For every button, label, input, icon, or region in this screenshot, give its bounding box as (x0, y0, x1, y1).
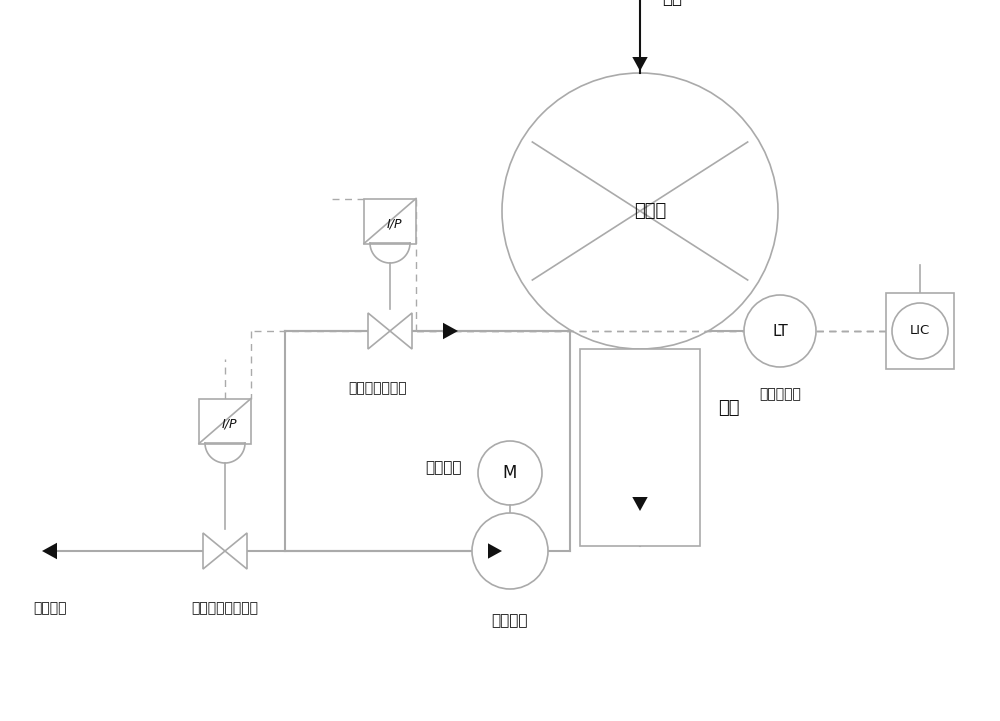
Polygon shape (632, 497, 648, 511)
Circle shape (744, 295, 816, 367)
Circle shape (472, 513, 548, 589)
Polygon shape (488, 544, 502, 559)
Text: 凝结水泵: 凝结水泵 (492, 613, 528, 628)
Circle shape (892, 303, 948, 359)
Text: 普通电机: 普通电机 (426, 461, 462, 476)
Polygon shape (632, 57, 648, 71)
Text: 凝结水主管调节阀: 凝结水主管调节阀 (192, 601, 258, 615)
Text: I/P: I/P (386, 218, 402, 231)
Polygon shape (203, 533, 225, 569)
Polygon shape (42, 543, 57, 559)
Polygon shape (443, 323, 458, 340)
Text: 液位变送器: 液位变送器 (759, 387, 801, 401)
Text: LT: LT (772, 324, 788, 338)
Bar (886, 293, 954, 369)
Text: I/P: I/P (221, 417, 237, 430)
Text: 凝汽器: 凝汽器 (634, 202, 666, 220)
Text: 热井: 热井 (718, 399, 740, 417)
Text: 乏汽: 乏汽 (662, 0, 682, 7)
Bar (199, 399, 251, 443)
Text: 再循环管调节阀: 再循环管调节阀 (349, 381, 407, 395)
Text: 去除氧器: 去除氧器 (33, 601, 66, 615)
Polygon shape (368, 313, 390, 349)
Circle shape (478, 441, 542, 505)
Polygon shape (225, 533, 247, 569)
Polygon shape (390, 313, 412, 349)
Text: LIC: LIC (910, 324, 930, 337)
Bar (580, 349, 700, 546)
Circle shape (502, 73, 778, 349)
Text: M: M (503, 464, 517, 482)
Bar (364, 198, 416, 244)
